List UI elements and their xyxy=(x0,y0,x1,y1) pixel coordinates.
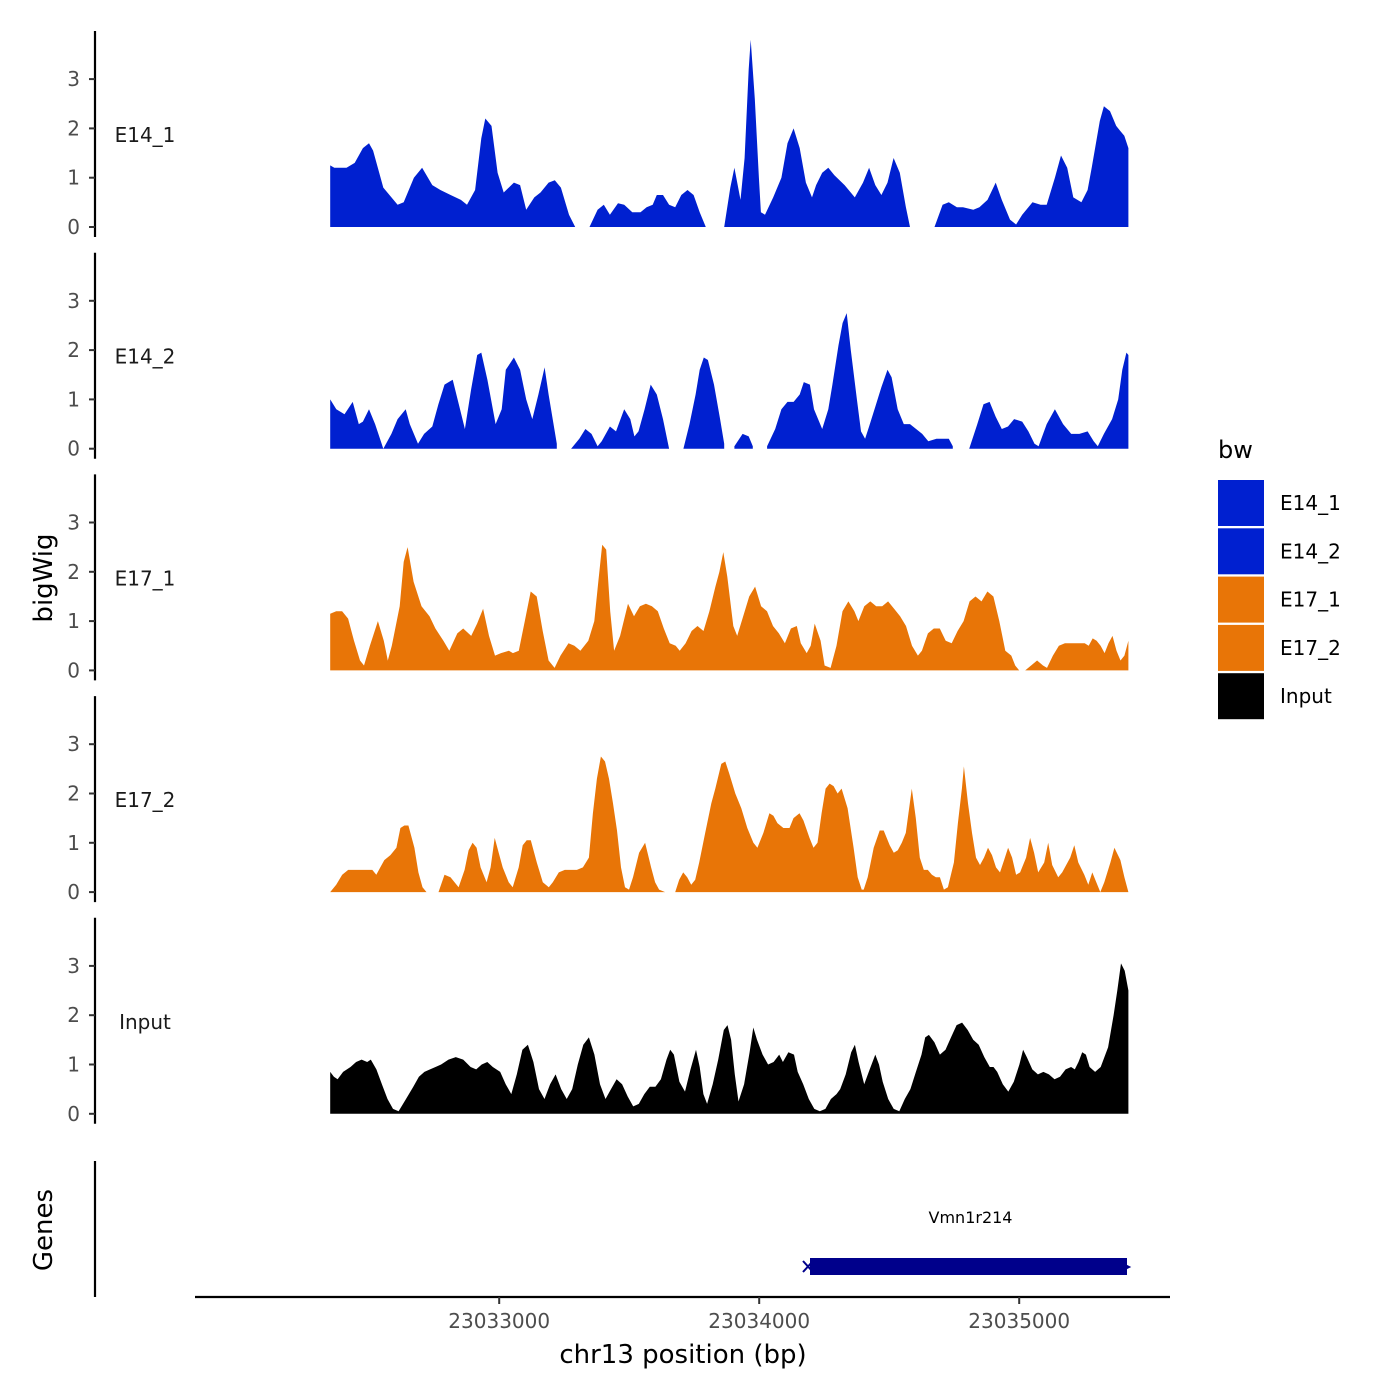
signal-area xyxy=(571,384,670,449)
gene-label: Vmn1r214 xyxy=(929,1208,1013,1227)
y-tick-label: 3 xyxy=(67,511,80,535)
gene-strand-arrow-icon xyxy=(1120,1262,1132,1272)
y-tick-label: 1 xyxy=(67,387,80,411)
legend-title: bw xyxy=(1218,436,1253,464)
legend-swatch xyxy=(1218,624,1264,671)
legend-swatch xyxy=(1218,576,1264,623)
legend-label: E14_2 xyxy=(1280,539,1341,563)
track-input: 0 1 2 3 Input xyxy=(67,917,1129,1126)
y-tick-label: 1 xyxy=(67,1053,80,1077)
y-tick-label: 3 xyxy=(67,67,80,91)
y-tick-label: 0 xyxy=(67,658,80,682)
track-e17-1: 0 1 2 3 E17_1 xyxy=(67,474,1129,682)
signal-area xyxy=(934,106,1129,227)
y-tick-label: 1 xyxy=(67,166,80,190)
signal-area xyxy=(589,190,706,227)
legend-label: Input xyxy=(1280,684,1332,708)
gene-start-marker-icon xyxy=(802,1260,814,1273)
x-tick-label: 23034000 xyxy=(708,1309,810,1333)
signal-area xyxy=(767,313,953,449)
gene-body xyxy=(810,1258,1127,1275)
signal-area xyxy=(330,825,427,893)
track-label: E14_2 xyxy=(115,345,176,369)
x-axis-title: chr13 position (bp) xyxy=(559,1340,806,1370)
signal-area xyxy=(330,963,1129,1114)
legend-label: E17_2 xyxy=(1280,636,1341,660)
legend-label: E14_1 xyxy=(1280,491,1341,515)
track-e14-1: 0 1 2 3 E14_1 xyxy=(67,31,1129,239)
x-axis: 23033000 23034000 23035000 xyxy=(195,1295,1170,1333)
x-tick-label: 23033000 xyxy=(448,1309,550,1333)
genes-axis-title: Genes xyxy=(29,1189,59,1271)
signal-area xyxy=(675,761,1129,893)
signal-area xyxy=(330,544,1020,671)
legend-swatch xyxy=(1218,673,1264,720)
track-label: E17_2 xyxy=(115,788,176,812)
signal-area xyxy=(683,357,725,449)
legend-label: E17_1 xyxy=(1280,588,1341,612)
signal-area xyxy=(330,118,576,227)
y-tick-label: 3 xyxy=(67,289,80,313)
y-tick-label: 2 xyxy=(67,560,80,584)
legend-swatch xyxy=(1218,528,1264,575)
genes-panel: Vmn1r214 xyxy=(93,1161,1132,1297)
track-e17-2: 0 1 2 3 E17_2 xyxy=(67,696,1129,904)
legend: bw E14_1 E14_2 E17_1 E17_2 Input xyxy=(1218,436,1341,720)
signal-area xyxy=(734,433,753,449)
y-axis-title: bigWig xyxy=(29,533,59,622)
y-tick-label: 0 xyxy=(67,1102,80,1126)
y-tick-label: 3 xyxy=(67,954,80,978)
signal-area xyxy=(969,352,1129,449)
track-e14-2: 0 1 2 3 E14_2 xyxy=(67,252,1129,461)
y-tick-label: 2 xyxy=(67,1003,80,1027)
signal-area xyxy=(438,756,666,893)
x-tick-label: 23035000 xyxy=(968,1309,1070,1333)
track-label: Input xyxy=(119,1010,171,1034)
y-tick-label: 0 xyxy=(67,215,80,239)
y-tick-label: 1 xyxy=(67,831,80,855)
gene-vmn1r214: Vmn1r214 xyxy=(802,1208,1132,1275)
y-tick-label: 2 xyxy=(67,338,80,362)
legend-swatch xyxy=(1218,480,1264,526)
signal-area xyxy=(724,39,910,228)
signal-area xyxy=(330,352,557,449)
y-tick-label: 1 xyxy=(67,609,80,633)
y-tick-label: 0 xyxy=(67,437,80,461)
y-tick-label: 3 xyxy=(67,732,80,756)
signal-tracks: 0 1 2 3 E14_1 0 1 2 3 E14_2 0 1 2 3 E17_1 0 1 2 3 E17_2 0 1 2 3… xyxy=(67,31,1129,1126)
y-tick-label: 2 xyxy=(67,116,80,140)
signal-area xyxy=(1025,635,1129,671)
y-tick-label: 2 xyxy=(67,782,80,806)
track-label: E17_1 xyxy=(115,566,176,590)
track-label: E14_1 xyxy=(115,123,176,147)
y-tick-label: 0 xyxy=(67,880,80,904)
